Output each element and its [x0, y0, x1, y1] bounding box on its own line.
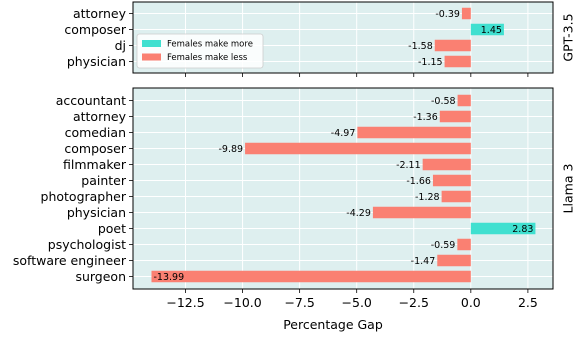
- bar: [441, 190, 471, 203]
- category-label: software engineer: [13, 253, 127, 268]
- bar: [444, 55, 471, 68]
- legend-label: Females make more: [167, 40, 253, 50]
- data-label: -0.58: [431, 96, 456, 107]
- data-label: -1.66: [406, 176, 431, 187]
- panels-layer: attorney -0.39 composer 1.45 dj -1.58 physicia…: [13, 1, 573, 293]
- category-label: psychologist: [48, 237, 126, 252]
- data-label: -1.15: [418, 57, 443, 68]
- bar: [432, 174, 471, 187]
- x-tick-label: −10.0: [223, 295, 261, 310]
- data-label: -4.97: [331, 128, 356, 139]
- bar: [372, 206, 471, 219]
- bar: [457, 238, 471, 251]
- x-tick-label: 0.0: [461, 295, 481, 310]
- legend-swatch: [142, 53, 161, 61]
- x-tick-label: −2.5: [399, 295, 429, 310]
- panel-background: [133, 88, 553, 289]
- x-tick-label: −12.5: [166, 295, 204, 310]
- category-label: accountant: [56, 93, 126, 108]
- data-label: 2.83: [512, 224, 533, 235]
- bar: [461, 7, 471, 20]
- facet-label: GPT-3.5: [561, 13, 573, 61]
- panel-border: [132, 1, 554, 74]
- data-label: -1.28: [415, 192, 440, 203]
- bar: [470, 23, 504, 36]
- bar: [357, 126, 471, 139]
- category-label: poet: [98, 221, 126, 236]
- bar: [151, 270, 471, 283]
- bar: [439, 110, 471, 123]
- category-label: attorney: [73, 109, 127, 124]
- x-axis-title: Percentage Gap: [283, 317, 383, 332]
- category-label: physician: [67, 205, 126, 220]
- bar: [437, 254, 471, 267]
- x-tick-label: 2.5: [518, 295, 538, 310]
- data-label: -1.36: [413, 112, 438, 123]
- category-label: comedian: [65, 125, 126, 140]
- panel-1: accountant -0.58 attorney -1.36 comedian -4.9…: [13, 87, 573, 293]
- category-label: dj: [115, 38, 126, 53]
- x-axis: −12.5 −10.0 −7.5 −5.0 −2.5 0.0 2.5: [166, 295, 537, 310]
- facet-label: Llama 3: [561, 164, 573, 214]
- category-label: surgeon: [75, 269, 126, 284]
- legend: Females make more Females make less: [136, 33, 264, 69]
- category-label: photographer: [41, 189, 127, 204]
- data-label: 1.45: [481, 25, 502, 36]
- category-label: physician: [67, 54, 126, 69]
- panel-border: [132, 87, 554, 290]
- bar: [422, 158, 471, 171]
- data-label: -1.47: [411, 256, 436, 267]
- legend-label: Females make less: [167, 53, 248, 63]
- bar: [470, 222, 536, 235]
- data-label: -1.58: [408, 41, 433, 52]
- data-label: -4.29: [346, 208, 371, 219]
- bar: [434, 39, 471, 52]
- data-label: -13.99: [153, 272, 184, 283]
- data-label: -0.39: [435, 9, 460, 20]
- bar: [457, 94, 471, 107]
- data-label: -0.59: [431, 240, 456, 251]
- bar: [245, 142, 471, 155]
- x-tick-label: −5.0: [342, 295, 372, 310]
- data-label: -9.89: [218, 144, 243, 155]
- legend-swatch: [142, 40, 161, 47]
- legend-box: [136, 33, 264, 69]
- data-label: -2.11: [396, 160, 421, 171]
- category-label: composer: [64, 22, 126, 37]
- panel-0: attorney -0.39 composer 1.45 dj -1.58 physicia…: [64, 1, 573, 77]
- x-tick-label: −7.5: [284, 295, 314, 310]
- category-label: painter: [81, 173, 127, 188]
- category-label: attorney: [73, 6, 127, 21]
- category-label: filmmaker: [63, 157, 127, 172]
- category-label: composer: [64, 141, 126, 156]
